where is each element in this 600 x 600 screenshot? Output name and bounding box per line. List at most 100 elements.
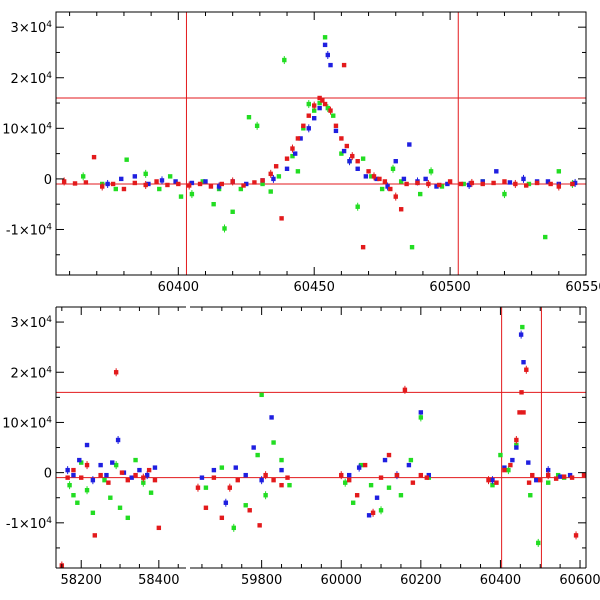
point-green-25 xyxy=(312,108,317,113)
point-green-37 xyxy=(398,179,404,184)
point-green-35 xyxy=(379,186,385,192)
point-blue-33 xyxy=(502,465,507,470)
point-green-6 xyxy=(102,477,107,483)
point-red-23 xyxy=(257,523,262,528)
point-green-19 xyxy=(259,392,264,398)
point-green-3 xyxy=(79,460,84,465)
point-green-39 xyxy=(528,493,533,498)
point-blue-6 xyxy=(104,472,109,478)
point-blue-18 xyxy=(317,105,322,111)
point-green-2 xyxy=(113,186,118,192)
point-blue-10 xyxy=(129,475,134,480)
point-red-51 xyxy=(458,181,464,187)
point-red-22 xyxy=(247,508,252,513)
point-green-6 xyxy=(167,174,173,179)
point-red-18 xyxy=(211,475,217,480)
ytick-label-4: -1×104 xyxy=(6,516,52,532)
point-green-17 xyxy=(260,181,265,187)
point-green-33 xyxy=(360,156,366,161)
point-red-13 xyxy=(146,467,152,473)
point-green-5 xyxy=(157,186,162,192)
point-green-2 xyxy=(75,500,80,505)
point-green-25 xyxy=(350,500,356,505)
point-red-3 xyxy=(91,154,97,160)
point-red-2 xyxy=(71,467,76,473)
point-red-9 xyxy=(154,179,159,184)
point-blue-39 xyxy=(507,180,513,185)
point-blue-1 xyxy=(119,176,124,182)
point-red-3 xyxy=(79,475,84,480)
series-green xyxy=(80,35,575,250)
ytick-label-0: 3×104 xyxy=(11,315,53,331)
point-blue-19 xyxy=(322,42,328,48)
point-green-29 xyxy=(386,485,392,490)
point-green-7 xyxy=(108,495,113,500)
point-blue-19 xyxy=(251,445,256,450)
point-red-9 xyxy=(119,470,125,475)
point-red-7 xyxy=(132,180,138,186)
point-blue-37 xyxy=(521,360,526,365)
point-red-22 xyxy=(279,216,284,221)
point-green-22 xyxy=(295,169,301,174)
point-blue-26 xyxy=(363,174,369,179)
point-red-10 xyxy=(125,477,130,483)
point-green-35 xyxy=(498,452,503,458)
point-red-33 xyxy=(333,123,339,128)
point-red-37 xyxy=(410,480,416,485)
point-red-5 xyxy=(110,181,116,187)
point-red-39 xyxy=(424,475,430,480)
point-green-34 xyxy=(369,174,374,179)
point-blue-22 xyxy=(279,467,284,473)
point-blue-33 xyxy=(423,176,428,182)
point-blue-10 xyxy=(244,181,249,187)
ytick-label-4: -1×104 xyxy=(6,222,52,238)
point-red-6 xyxy=(98,472,103,478)
point-blue-23 xyxy=(341,148,347,154)
point-red-35 xyxy=(394,472,400,478)
point-red-55 xyxy=(502,179,507,184)
point-green-9 xyxy=(200,179,205,184)
point-red-17 xyxy=(241,183,246,188)
point-blue-22 xyxy=(333,128,339,134)
point-red-57 xyxy=(524,183,529,188)
point-red-43 xyxy=(388,186,393,192)
point-red-59 xyxy=(548,181,553,187)
point-green-15 xyxy=(246,115,252,120)
point-green-41 xyxy=(439,184,445,189)
series-green xyxy=(67,324,567,547)
point-red-1 xyxy=(72,181,78,186)
point-red-41 xyxy=(494,480,499,485)
point-red-45 xyxy=(398,207,404,212)
point-green-18 xyxy=(255,452,260,458)
point-red-19 xyxy=(260,178,265,183)
point-red-53 xyxy=(553,476,559,481)
point-green-38 xyxy=(520,324,525,330)
point-green-13 xyxy=(230,209,235,214)
point-red-23 xyxy=(284,156,290,161)
point-green-30 xyxy=(339,151,344,156)
point-green-34 xyxy=(490,482,495,488)
xtick-label-4: 60200 xyxy=(400,573,441,588)
point-red-42 xyxy=(382,179,388,184)
point-green-17 xyxy=(243,503,248,508)
point-green-30 xyxy=(398,493,404,498)
point-blue-42 xyxy=(567,472,573,478)
point-red-61 xyxy=(570,181,575,187)
point-red-15 xyxy=(156,525,162,531)
point-blue-13 xyxy=(284,166,290,171)
point-blue-38 xyxy=(526,460,531,465)
point-red-14 xyxy=(208,184,214,189)
point-blue-31 xyxy=(407,142,412,147)
point-red-34 xyxy=(386,452,392,458)
point-red-2 xyxy=(83,180,89,185)
point-blue-21 xyxy=(328,62,333,68)
point-blue-30 xyxy=(401,176,407,182)
point-green-9 xyxy=(117,505,123,510)
series-blue xyxy=(105,42,578,191)
plot-area xyxy=(56,12,586,275)
point-blue-29 xyxy=(393,159,398,164)
point-blue-7 xyxy=(203,179,208,184)
point-blue-6 xyxy=(189,180,195,186)
point-blue-34 xyxy=(434,184,439,189)
